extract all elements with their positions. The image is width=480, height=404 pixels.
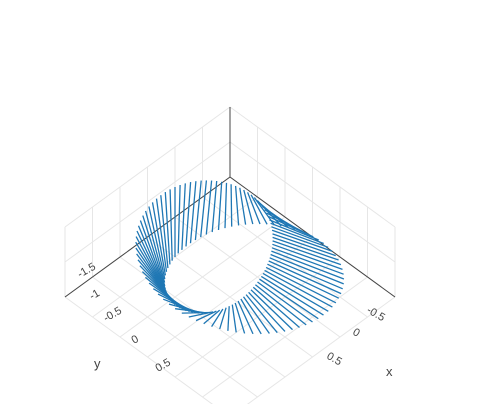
ribbon-segment [262, 272, 329, 312]
ribbon-segment [271, 229, 333, 252]
ribbon-segment [264, 269, 333, 308]
ribbon-segment [265, 266, 337, 304]
ribbon-segment [144, 210, 166, 283]
ribbon-segment [272, 233, 336, 257]
ribbon-segment [219, 307, 227, 330]
ribbon-segment [248, 291, 286, 332]
ribbon-segment [211, 180, 218, 233]
ribbon-segment [272, 236, 339, 261]
side-wall-grid-line [229, 106, 396, 228]
ribbon-segment [160, 195, 169, 269]
x-tick--0.5: -0.5 [365, 304, 387, 324]
x-axis-title: x [386, 364, 393, 379]
ribbon-segment [205, 180, 213, 235]
ribbon-segment [142, 215, 166, 287]
y-tick--1.5: -1.5 [76, 261, 98, 281]
y-tick-0.5: 0.5 [154, 357, 173, 375]
axis-line [64, 176, 231, 298]
ribbon-segment [271, 226, 329, 248]
y-axis-title: y [94, 356, 101, 371]
ribbon-segment [181, 183, 186, 250]
ribbon-segment [271, 250, 345, 280]
ribbon-segment [177, 184, 181, 254]
ribbon-segment [234, 185, 240, 226]
y-tick--1: -1 [88, 287, 102, 302]
ribbon-segment [267, 215, 314, 238]
ribbon-segment [164, 192, 171, 265]
x-tick-0.5: 0.5 [325, 350, 344, 368]
ribbon-segment [270, 253, 344, 285]
ribbon-segment [169, 189, 173, 261]
ribbon-segment [260, 275, 324, 316]
ribbon-segment [230, 184, 233, 227]
back-wall-grid-line [64, 106, 231, 228]
ribbon-segment [272, 243, 343, 271]
ribbon-segment [227, 306, 230, 331]
ribbon-segment [245, 294, 278, 334]
ribbon-segment [195, 310, 217, 322]
ribbon-segment [237, 300, 254, 335]
ribbon-segment [242, 296, 270, 334]
ribbon-segment [268, 260, 342, 295]
ribbon-segment [211, 308, 224, 327]
ribbon-segment [246, 192, 261, 225]
back-wall-grid-line [64, 141, 231, 263]
ribbon-segment [217, 181, 223, 231]
ribbon-segment [194, 180, 202, 241]
floor-grid-line [247, 296, 396, 404]
ribbon-segment [239, 187, 247, 225]
ribbon-segment [151, 202, 167, 276]
ribbon-segment [200, 180, 208, 238]
ribbon-segment [155, 198, 168, 272]
ribbon-segment [259, 278, 319, 320]
ribbon-segment [148, 206, 166, 280]
ribbon-segment [189, 181, 197, 244]
ribbon-segment [243, 189, 254, 225]
ribbon-segment [240, 298, 262, 335]
data-lines [135, 180, 345, 335]
ribbon-segment [269, 219, 319, 241]
ribbon-segment [250, 289, 293, 331]
y-tick-0: 0 [130, 333, 141, 346]
ribbon-segment [252, 286, 300, 328]
ribbon-segment [234, 302, 246, 334]
ribbon-segment [267, 263, 340, 299]
floor-grid-line [64, 296, 213, 404]
ribbon-segment [203, 309, 221, 325]
ribbon-segment [257, 281, 313, 323]
side-wall-grid-line [229, 141, 396, 263]
ribbon-segment [139, 220, 166, 290]
ribbon-segment [272, 240, 342, 266]
floor-grid-line [92, 276, 258, 398]
ribbon-segment [271, 247, 344, 275]
x-tick-0: 0 [351, 326, 362, 339]
ribbon-segment [270, 222, 324, 245]
ribbon-segment [185, 182, 192, 247]
ribbon-segment [250, 194, 268, 225]
ribbon-segment [231, 304, 237, 333]
ribbon-segment [269, 257, 343, 290]
ribbon-segment [137, 225, 167, 293]
ribbon-segment [224, 182, 228, 229]
axes [64, 107, 396, 298]
ribbon-segment [254, 284, 307, 326]
